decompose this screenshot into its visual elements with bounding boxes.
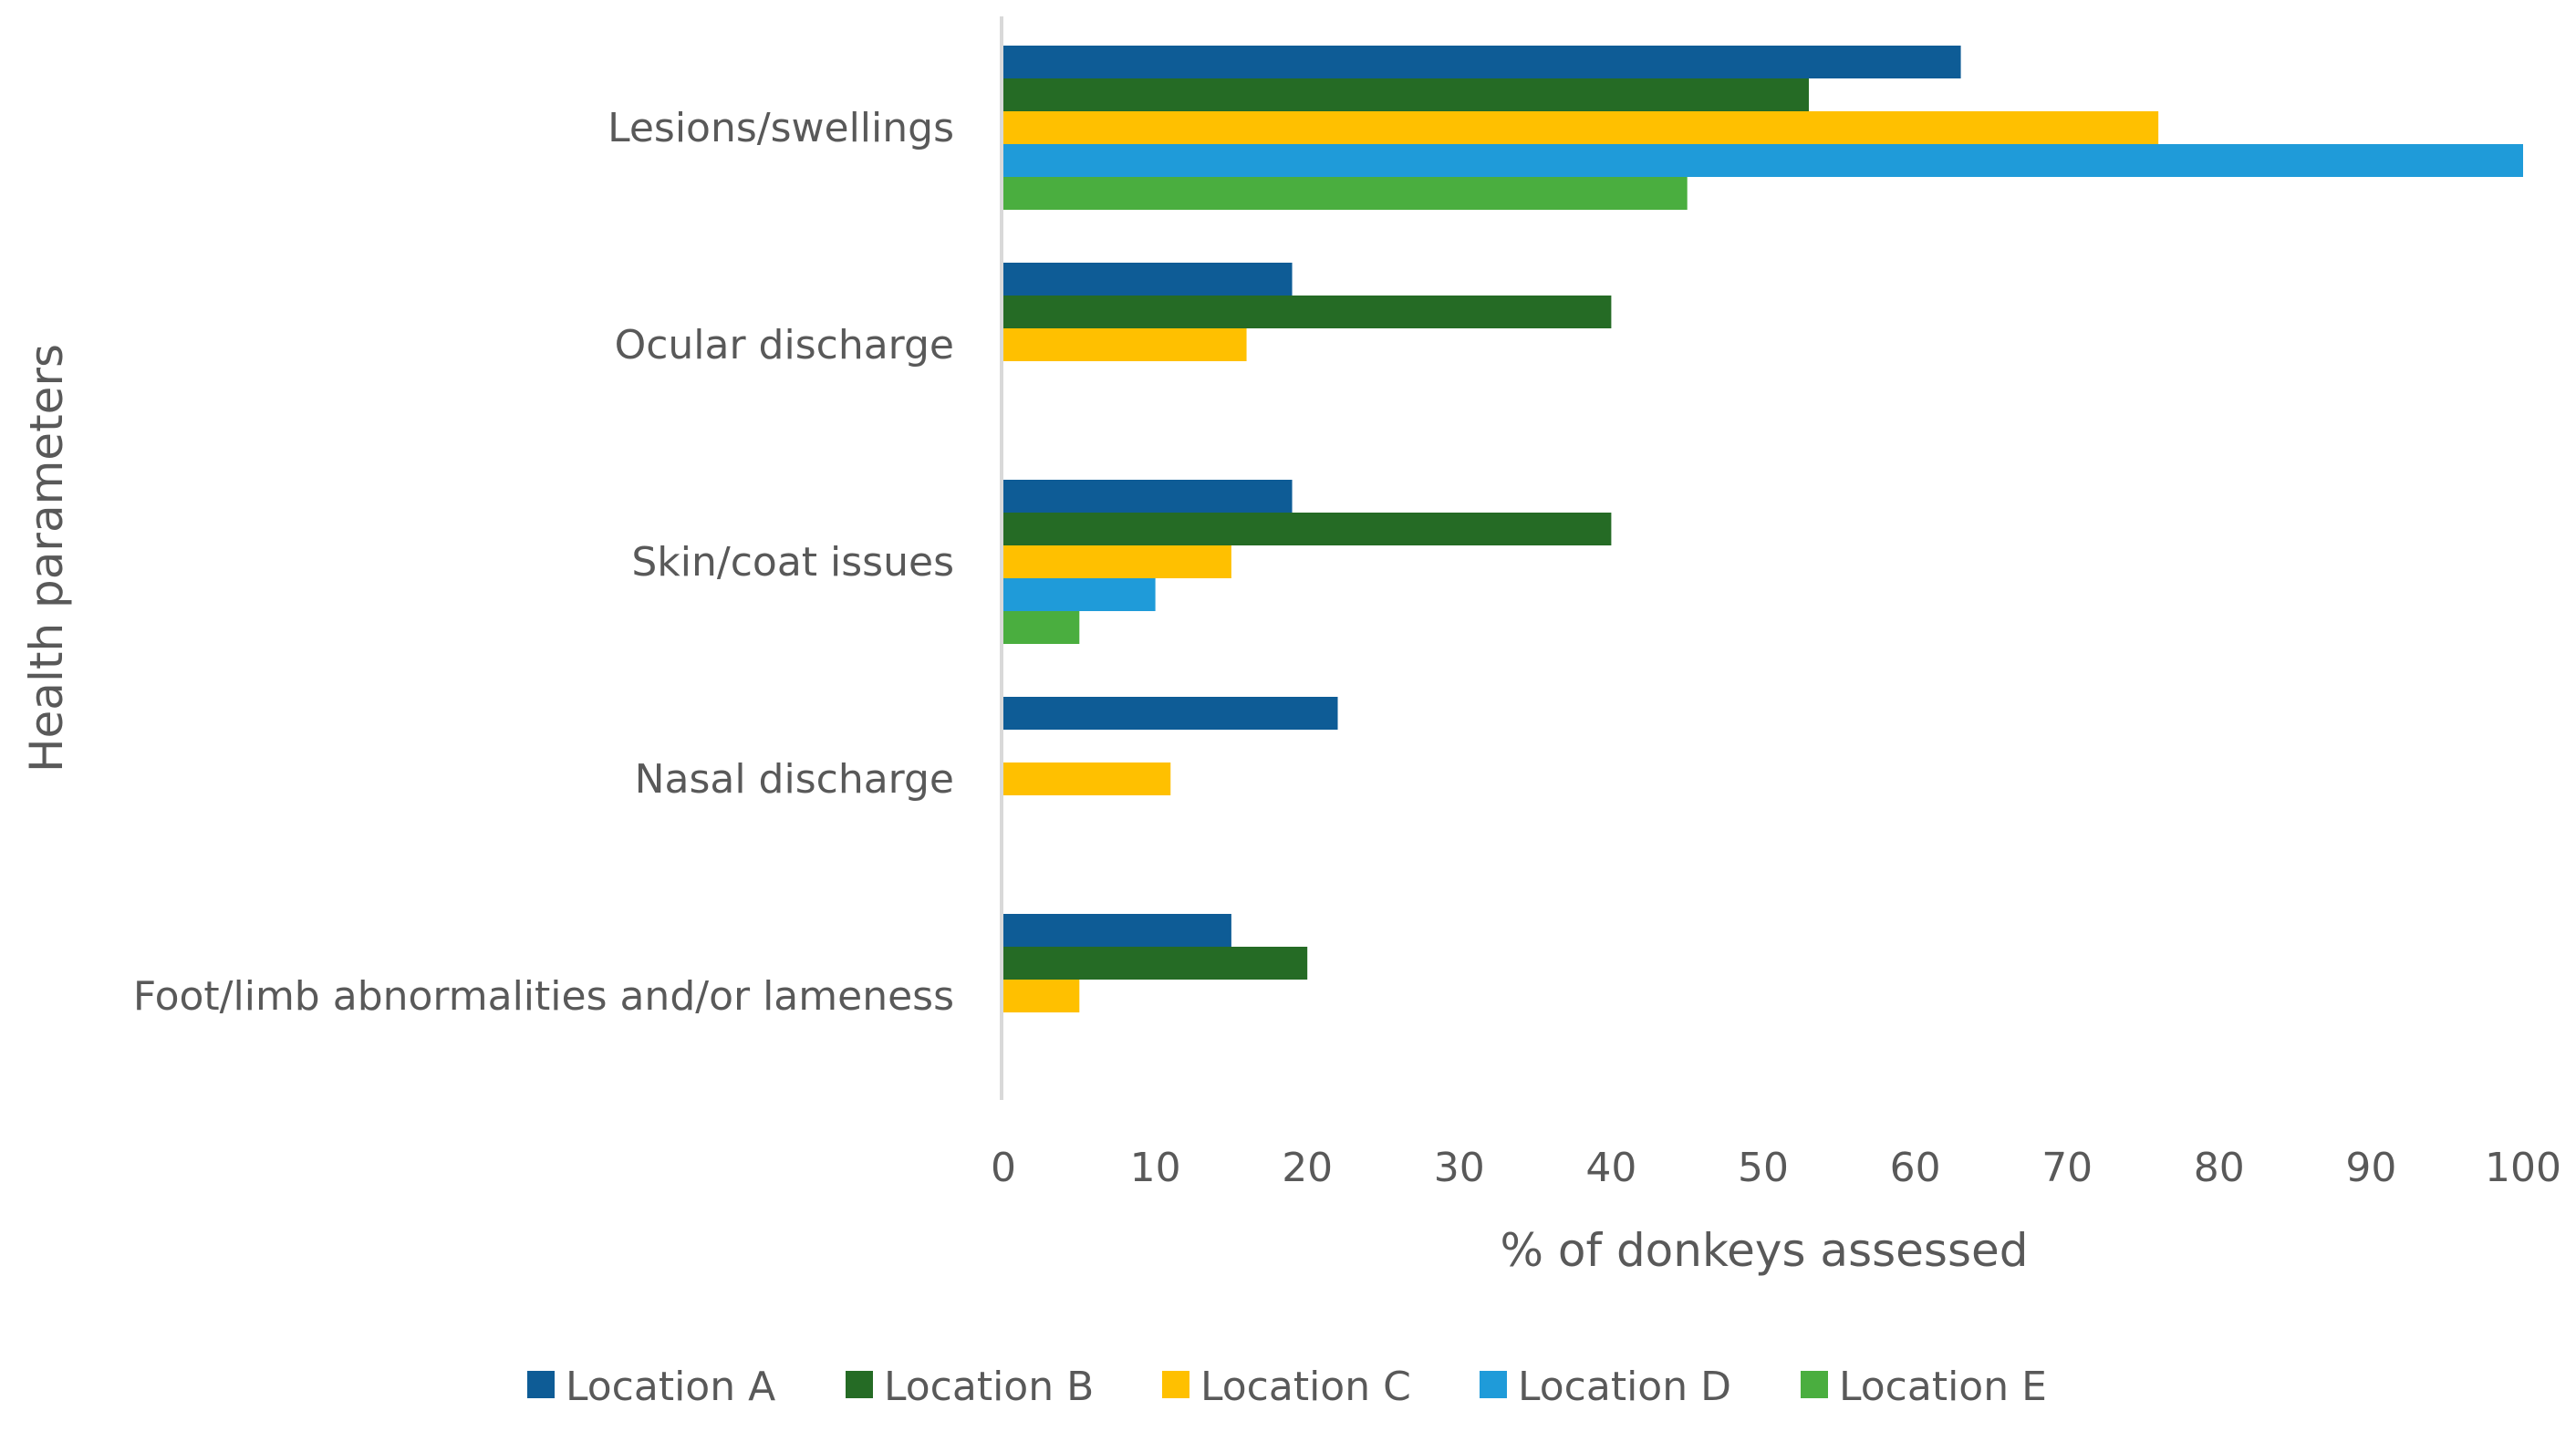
y-axis-title: Health parameters [20, 344, 73, 773]
bar-location-c-0 [1003, 111, 2159, 144]
category-label: Ocular discharge [615, 322, 954, 368]
x-tick-label: 100 [2485, 1145, 2561, 1191]
bars-group [1003, 46, 2523, 1012]
bar-location-c-4 [1003, 980, 1080, 1012]
bar-location-b-1 [1003, 296, 1612, 328]
x-tick-label: 50 [1738, 1145, 1789, 1191]
x-tick-label: 30 [1434, 1145, 1485, 1191]
legend-label: Location A [566, 1364, 775, 1410]
x-tick-label: 40 [1585, 1145, 1636, 1191]
legend-label: Location C [1200, 1364, 1411, 1410]
bar-location-a-3 [1003, 697, 1338, 730]
legend-swatch [1801, 1371, 1828, 1398]
legend-swatch [527, 1371, 555, 1398]
bar-location-b-2 [1003, 513, 1612, 545]
bar-location-b-0 [1003, 78, 1809, 111]
legend-label: Location E [1839, 1364, 2047, 1410]
x-tick-label: 10 [1130, 1145, 1181, 1191]
category-label: Nasal discharge [635, 756, 954, 803]
x-axis-title: % of donkeys assessed [1500, 1224, 2028, 1277]
bar-location-a-4 [1003, 914, 1231, 947]
legend-label: Location D [1518, 1364, 1731, 1410]
legend: Location A Location B Location C Location D… [527, 1364, 2047, 1410]
x-tick-label: 90 [2345, 1145, 2396, 1191]
bar-location-b-4 [1003, 947, 1308, 980]
legend-swatch [1162, 1371, 1189, 1398]
bar-location-d-0 [1003, 144, 2523, 177]
bar-location-c-3 [1003, 762, 1171, 795]
x-tick-label: 60 [1890, 1145, 1941, 1191]
bar-location-a-2 [1003, 480, 1293, 513]
x-tick-label: 80 [2194, 1145, 2245, 1191]
x-tick-label: 0 [991, 1145, 1016, 1191]
legend-swatch [1480, 1371, 1507, 1398]
bar-location-a-0 [1003, 46, 1961, 78]
category-label: Lesions/swellings [608, 105, 954, 151]
bar-location-e-2 [1003, 611, 1080, 644]
category-label: Skin/coat issues [631, 539, 954, 586]
x-tick-label: 70 [2041, 1145, 2093, 1191]
x-tick-label: 20 [1282, 1145, 1333, 1191]
bar-location-e-0 [1003, 177, 1688, 210]
legend-label: Location B [884, 1364, 1094, 1410]
legend-swatch [846, 1371, 873, 1398]
bar-location-a-1 [1003, 263, 1293, 296]
x-axis-ticks: 0 10 20 30 40 50 60 70 80 90 100 [991, 1145, 2561, 1191]
bar-location-d-2 [1003, 578, 1156, 611]
category-labels: Lesions/swellings Ocular discharge Skin/co… [133, 105, 954, 1020]
category-label: Foot/limb abnormalities and/or lameness [133, 973, 954, 1020]
bar-location-c-2 [1003, 545, 1231, 578]
bar-location-c-1 [1003, 328, 1247, 361]
